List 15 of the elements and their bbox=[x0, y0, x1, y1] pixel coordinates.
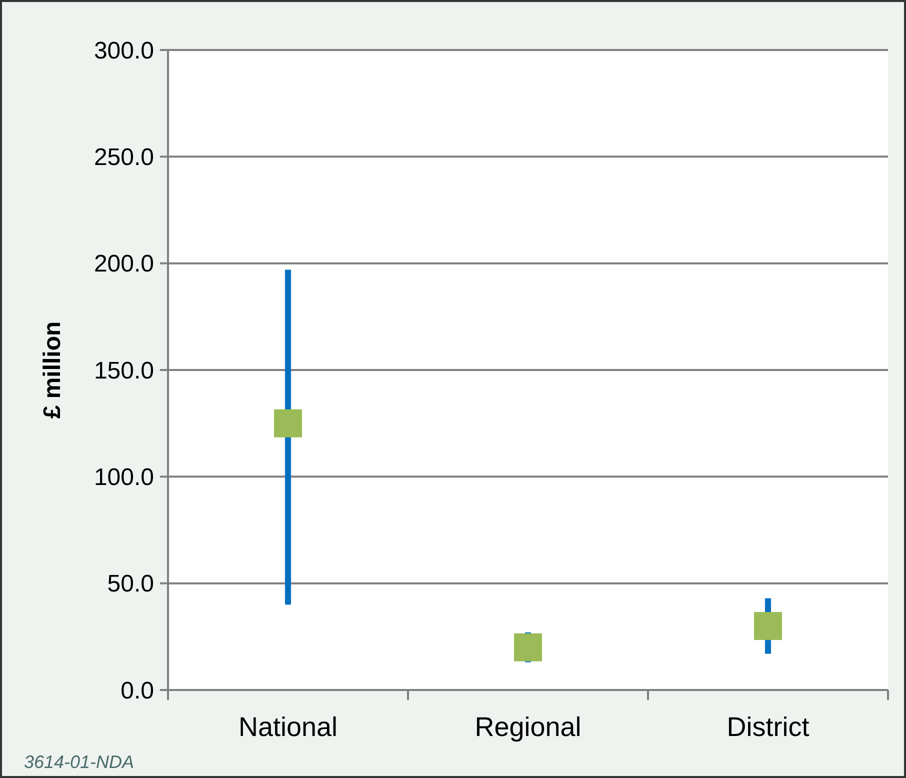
point bbox=[754, 612, 782, 640]
y-tick-label: 150.0 bbox=[94, 357, 154, 384]
text: 3614-01-NDA bbox=[24, 752, 134, 772]
point bbox=[514, 633, 542, 662]
x-tick-label: District bbox=[726, 712, 810, 742]
y-tick-label: 100.0 bbox=[94, 464, 154, 492]
x-tick-label: Regional bbox=[474, 712, 582, 742]
y-tick-label: 200.0 bbox=[94, 250, 154, 278]
y-tick-label: 300.0 bbox=[94, 37, 154, 64]
x-tick-label: National bbox=[238, 712, 338, 742]
y-axis-title: £ million bbox=[39, 321, 66, 419]
y-tick-label: 250.0 bbox=[94, 144, 154, 172]
y-tick-label: 0.0 bbox=[120, 677, 154, 704]
point bbox=[274, 409, 302, 438]
y-tick-label: 50.0 bbox=[107, 570, 154, 598]
